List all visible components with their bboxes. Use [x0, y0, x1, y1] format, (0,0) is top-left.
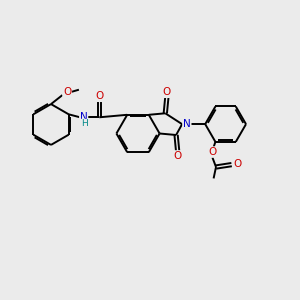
- Text: O: O: [208, 147, 217, 157]
- Text: O: O: [95, 91, 103, 101]
- Text: O: O: [163, 87, 171, 97]
- Text: O: O: [173, 151, 182, 161]
- Text: O: O: [63, 87, 71, 98]
- Text: N: N: [183, 119, 191, 129]
- Text: H: H: [81, 119, 88, 128]
- Text: N: N: [80, 112, 88, 122]
- Text: O: O: [233, 159, 241, 169]
